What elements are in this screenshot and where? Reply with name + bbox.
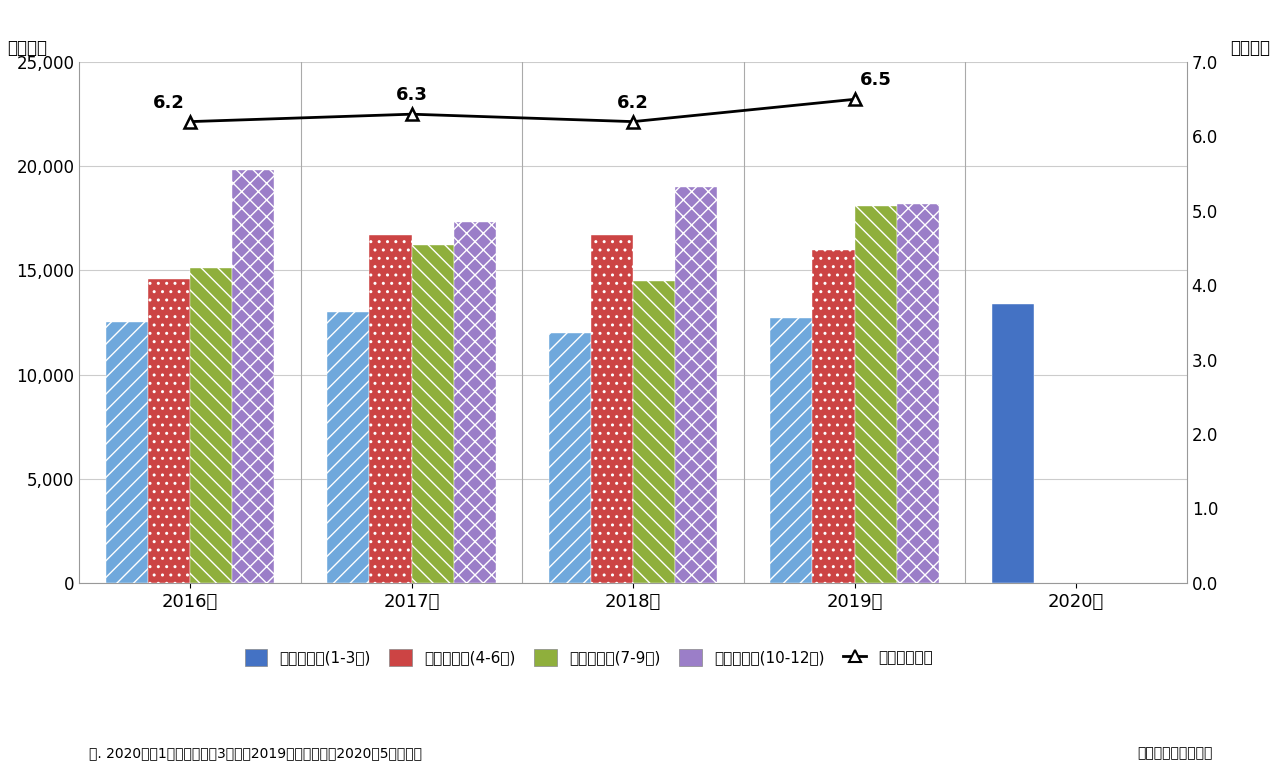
Text: 6.2: 6.2 [153,93,185,112]
Text: 6.5: 6.5 [860,72,892,90]
Bar [412,245,454,583]
Text: 6.3: 6.3 [396,86,427,104]
Bar [549,333,591,583]
Bar [813,249,855,583]
Bar [855,206,897,583]
Bar [370,235,412,583]
Legend: 第１四半期(1-3月), 第２四半期(4-6月), 第３四半期(7-9月), 第４四半期(10-12月), 年間市場規模: 第１四半期(1-3月), 第２四半期(4-6月), 第３四半期(7-9月), 第… [239,642,939,672]
Text: 6.2: 6.2 [618,93,649,112]
Text: （兆円）: （兆円） [1230,39,1270,57]
Bar [106,323,148,583]
Bar [454,222,495,583]
Bar [328,312,370,583]
Bar [591,235,633,583]
Bar [633,281,675,583]
Text: 矢野経済研究所調べ: 矢野経済研究所調べ [1137,747,1212,760]
Text: 注. 2020年第1四半期（１～3月）、2019年は速報値（2020年5月現在）: 注. 2020年第1四半期（１～3月）、2019年は速報値（2020年5月現在） [89,747,422,760]
Bar [232,171,274,583]
Text: （億円）: （億円） [8,39,47,57]
Bar [675,187,717,583]
Bar [190,269,232,583]
Bar [771,318,813,583]
Bar [897,204,939,583]
Bar [148,279,190,583]
Bar [991,303,1034,583]
